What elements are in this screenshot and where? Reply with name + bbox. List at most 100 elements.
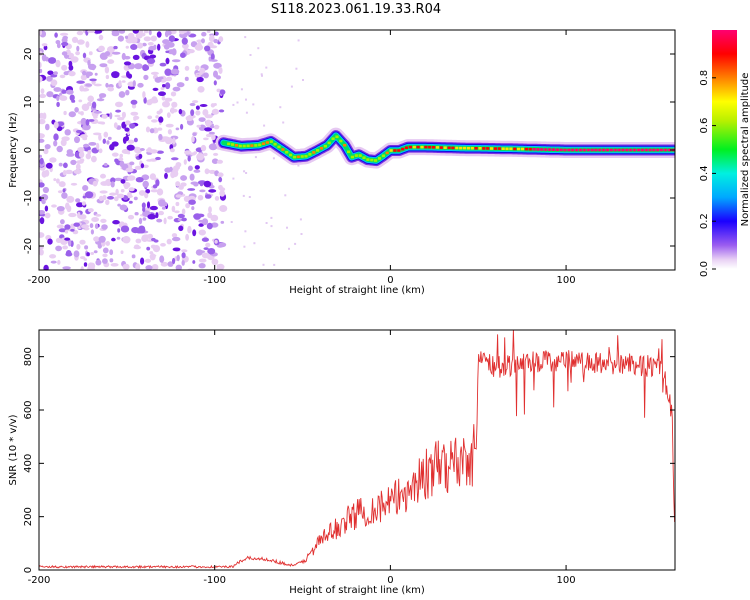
ridge-core — [339, 139, 343, 143]
noise-cell — [111, 51, 121, 55]
ridge-core — [586, 148, 590, 152]
ridge-core — [308, 153, 312, 156]
noise-cell — [143, 36, 152, 42]
noise-cell — [117, 193, 125, 199]
noise-cell — [90, 252, 95, 255]
noise-cell — [109, 112, 113, 120]
ridge-core — [644, 148, 648, 152]
noise-cell — [113, 196, 119, 202]
noise-cell — [102, 253, 108, 258]
noise-cell — [111, 152, 119, 157]
ridge-core — [381, 154, 385, 158]
noise-cell — [180, 52, 186, 58]
y-tick-label: 800 — [23, 347, 34, 366]
noise-cell — [119, 153, 123, 158]
noise-cell — [74, 136, 80, 144]
noise-cell — [198, 258, 207, 263]
noise-cell — [157, 127, 163, 131]
noise-cell — [143, 164, 149, 168]
noise-cell — [166, 112, 171, 118]
y-tick-label: 600 — [23, 400, 34, 419]
noise-cell — [88, 51, 93, 56]
ridge-core — [517, 147, 521, 151]
noise-cell — [216, 159, 223, 164]
noise-cell — [100, 121, 106, 125]
noise-cell — [158, 199, 166, 207]
noise-cell — [114, 158, 119, 163]
noise-cell — [196, 41, 202, 49]
noise-cell — [208, 35, 215, 42]
noise-cell — [195, 110, 201, 116]
noise-cell — [159, 62, 167, 67]
noise-cell — [39, 30, 43, 36]
noise-cell — [70, 159, 77, 166]
noise-cell — [201, 237, 209, 242]
ridge-core — [227, 142, 231, 146]
ridge-core — [536, 148, 540, 151]
noise-cell — [164, 68, 172, 76]
noise-cell — [82, 185, 89, 191]
snr-panel: -200 -100 0 100 0 200 400 600 800 Height of strai… — [8, 329, 676, 596]
noise-cell — [184, 150, 192, 155]
noise-cell — [160, 87, 165, 90]
noise-cell — [63, 162, 68, 169]
noise-cell — [193, 169, 201, 173]
noise-cell — [83, 258, 88, 261]
ridge-core — [459, 146, 463, 150]
noise-cell — [196, 153, 205, 161]
ridge-core — [366, 158, 370, 161]
noise-cell — [180, 182, 187, 187]
noise-cell — [183, 195, 191, 202]
noise-cell — [165, 50, 170, 54]
noise-cell — [243, 245, 246, 248]
noise-cell — [132, 80, 136, 88]
noise-cell — [184, 76, 189, 81]
noise-cell — [107, 136, 112, 140]
noise-cell — [49, 254, 57, 259]
ridge-core — [393, 149, 397, 152]
noise-cell — [85, 83, 93, 87]
noise-cell — [204, 114, 213, 119]
ridge-core — [602, 148, 606, 152]
noise-cell — [56, 101, 60, 108]
noise-cell — [149, 205, 158, 211]
noise-cell — [93, 115, 98, 119]
noise-cell — [142, 217, 147, 221]
noise-cell — [80, 134, 88, 139]
noise-cell — [180, 123, 184, 130]
noise-cell — [203, 247, 209, 251]
chart-title: S118.2023.061.19.33.R04 — [270, 2, 442, 17]
noise-cell — [181, 260, 185, 266]
noise-cell — [286, 226, 288, 229]
noise-cell — [183, 159, 187, 165]
ridge-core — [404, 146, 409, 149]
noise-cell — [117, 35, 124, 42]
noise-cell — [102, 138, 107, 144]
noise-cell — [44, 205, 49, 212]
noise-cell — [210, 214, 219, 222]
noise-cell — [171, 48, 177, 56]
noise-cell — [198, 223, 204, 227]
ridge-core — [551, 148, 555, 151]
ridge-core — [377, 157, 382, 160]
noise-cell — [194, 165, 200, 170]
noise-cell — [167, 129, 172, 135]
ridge-core — [555, 148, 559, 152]
noise-cell — [98, 148, 103, 154]
ridge-core — [621, 148, 625, 152]
noise-cell — [187, 165, 193, 172]
noise-cell — [88, 142, 97, 146]
noise-cell — [200, 144, 207, 152]
noise-cell — [39, 75, 43, 83]
ridge-core — [613, 148, 617, 152]
noise-cell — [208, 189, 217, 193]
ridge-core — [571, 148, 575, 152]
ridge-core — [470, 146, 474, 150]
noise-cell — [56, 42, 61, 49]
noise-cell — [177, 213, 185, 219]
noise-cell — [209, 125, 215, 129]
noise-cell — [69, 94, 75, 101]
noise-cell — [131, 103, 137, 109]
ridge-core — [625, 148, 629, 152]
noise-cell — [158, 133, 163, 141]
